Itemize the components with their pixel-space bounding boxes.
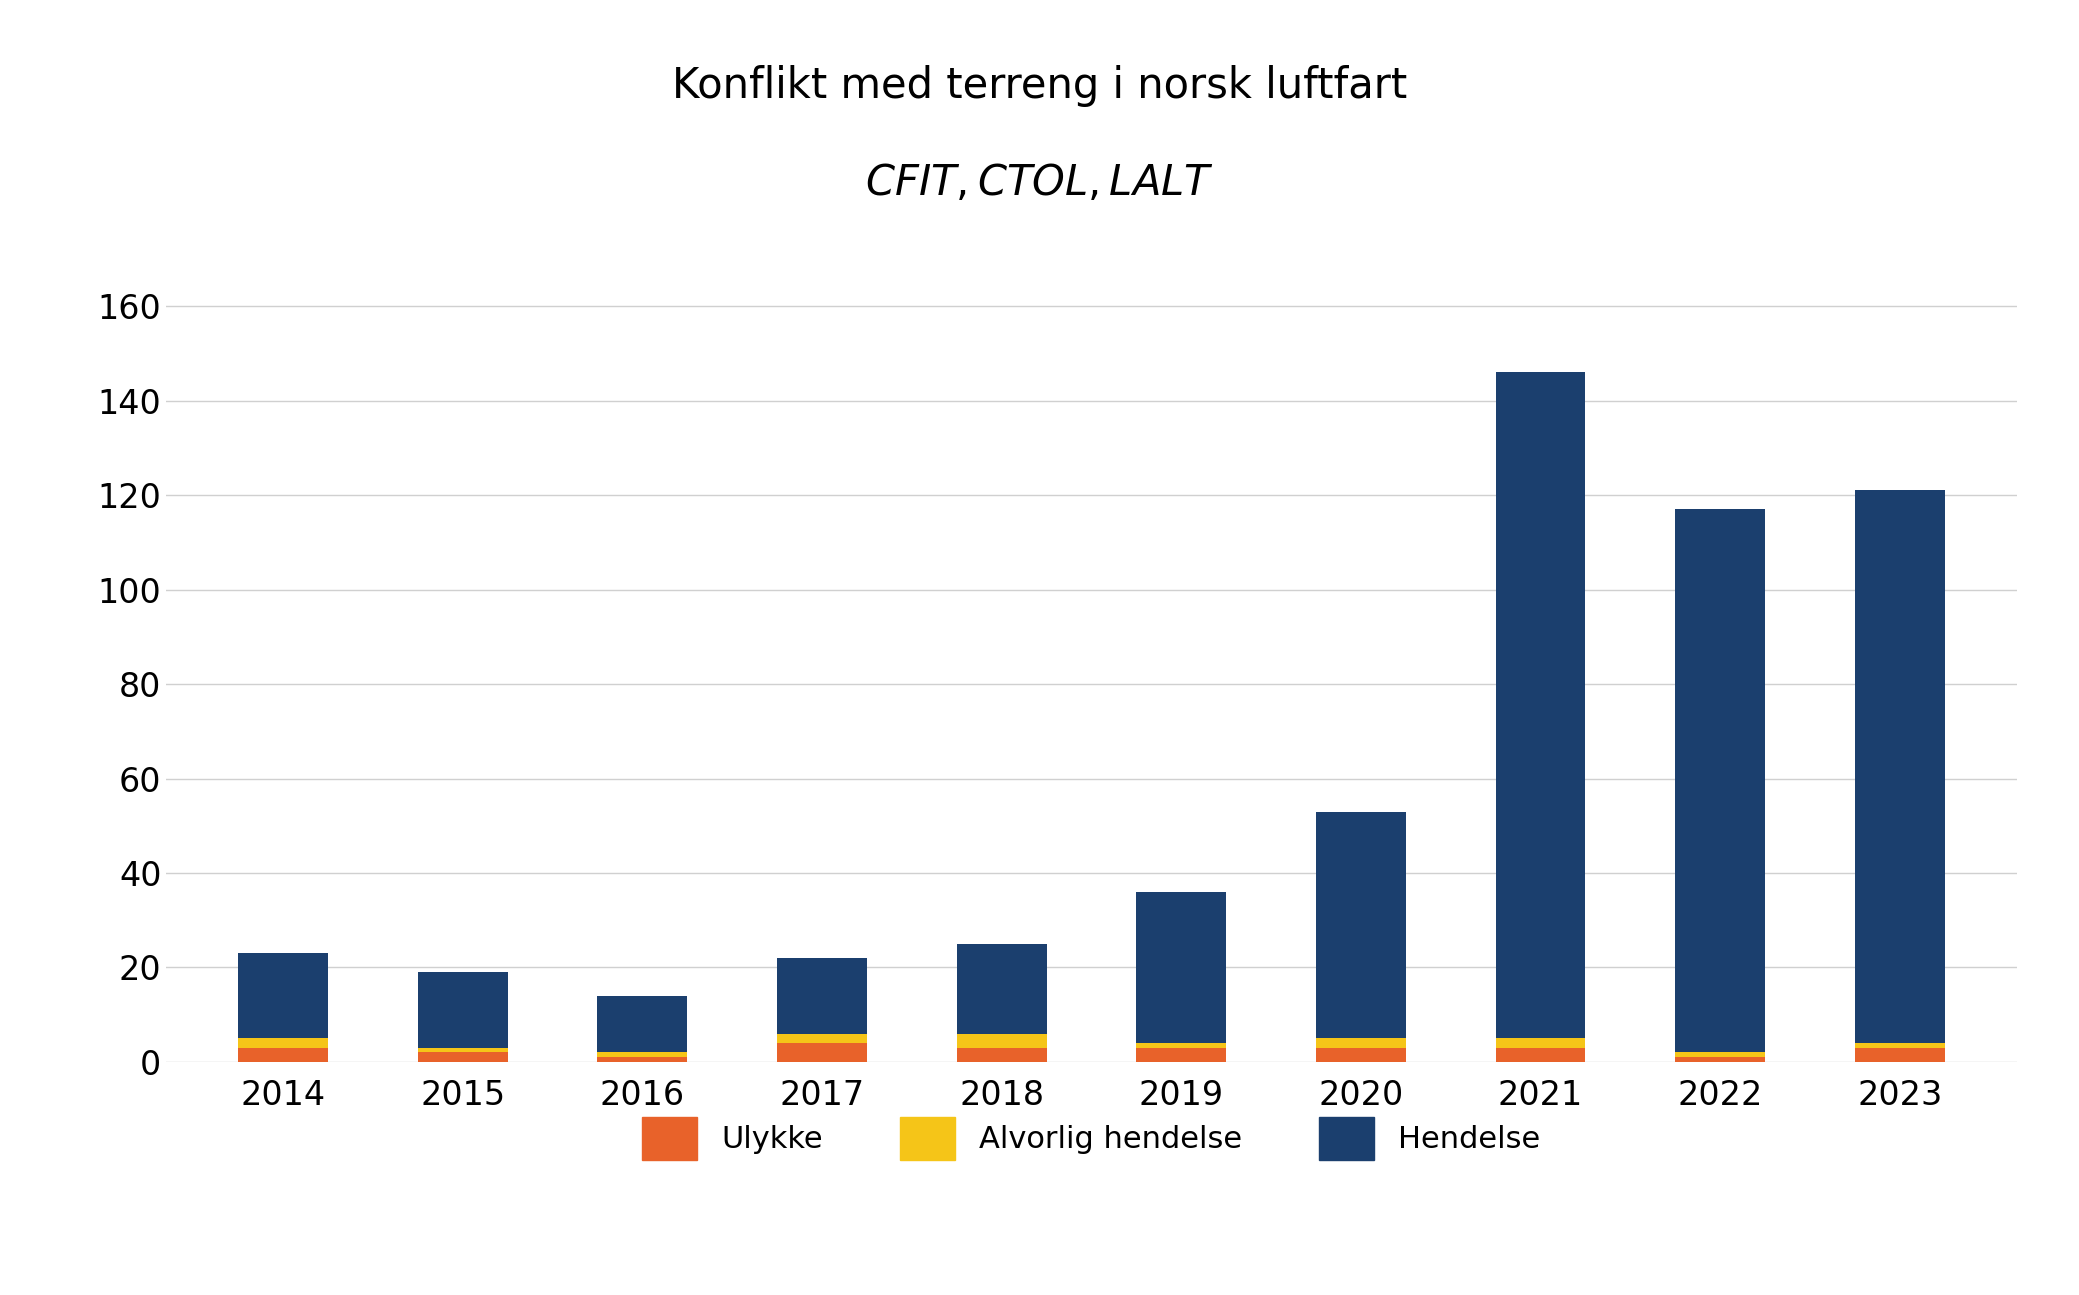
- Bar: [597, 1057, 688, 1062]
- Bar: [1316, 1039, 1405, 1048]
- Bar: [239, 1048, 328, 1062]
- Bar: [778, 958, 867, 1033]
- Bar: [1854, 1042, 1944, 1048]
- Bar: [418, 973, 507, 1048]
- Bar: [1137, 892, 1227, 1042]
- Bar: [956, 944, 1046, 1033]
- Bar: [1676, 1057, 1765, 1062]
- Legend: Ulykke, Alvorlig hendelse, Hendelse: Ulykke, Alvorlig hendelse, Hendelse: [628, 1101, 1555, 1175]
- Bar: [1495, 1048, 1586, 1062]
- Bar: [778, 1033, 867, 1042]
- Bar: [239, 953, 328, 1039]
- Bar: [1676, 1053, 1765, 1057]
- Text: $\it{CFIT, CTOL, LALT}$: $\it{CFIT, CTOL, LALT}$: [865, 162, 1214, 203]
- Bar: [1676, 509, 1765, 1053]
- Bar: [956, 1048, 1046, 1062]
- Bar: [1495, 373, 1586, 1039]
- Bar: [1316, 812, 1405, 1039]
- Bar: [418, 1053, 507, 1062]
- Bar: [418, 1048, 507, 1053]
- Bar: [778, 1042, 867, 1062]
- Bar: [1854, 1048, 1944, 1062]
- Bar: [1495, 1039, 1586, 1048]
- Bar: [1854, 491, 1944, 1042]
- Bar: [1137, 1048, 1227, 1062]
- Bar: [1316, 1048, 1405, 1062]
- Bar: [1137, 1042, 1227, 1048]
- Text: Konflikt med terreng i norsk luftfart: Konflikt med terreng i norsk luftfart: [672, 65, 1407, 106]
- Bar: [597, 996, 688, 1053]
- Bar: [239, 1039, 328, 1048]
- Bar: [956, 1033, 1046, 1048]
- Bar: [597, 1053, 688, 1057]
